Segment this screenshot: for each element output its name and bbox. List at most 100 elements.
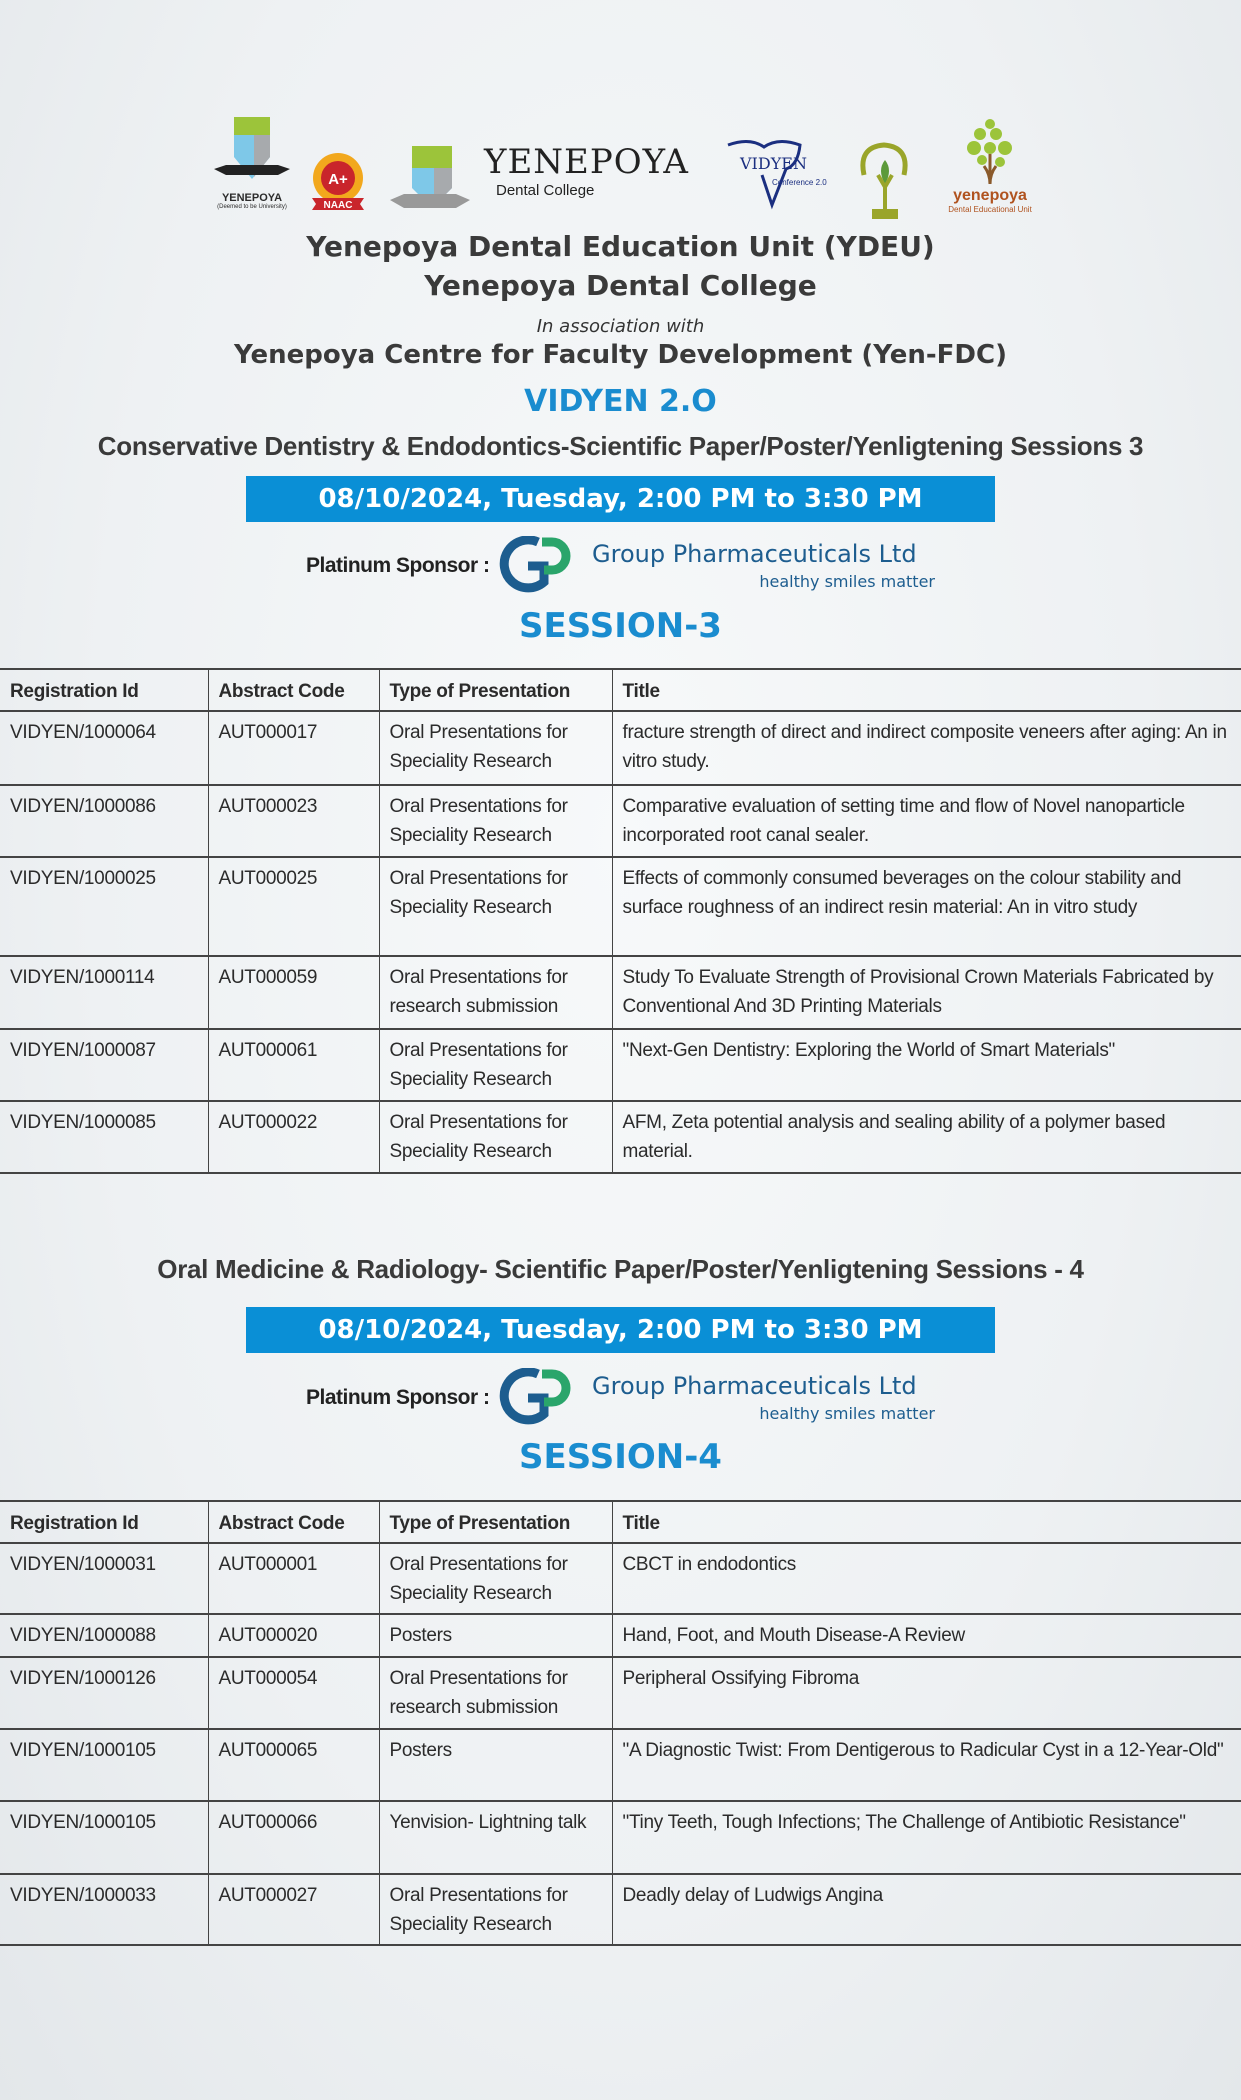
header-line-3: Yenepoya Centre for Faculty Development … bbox=[234, 340, 1007, 370]
registration-id-cell: VIDYEN/1000105 bbox=[0, 1800, 208, 1875]
table-row: VIDYEN/1000105 AUT000066 Yenvision- Lightn… bbox=[0, 1800, 1241, 1875]
title-cell: CBCT in endodontics bbox=[611, 1542, 1241, 1615]
title-cell: "A Diagnostic Twist: From Dentigerous to… bbox=[611, 1728, 1241, 1802]
abstract-code-cell: AUT000025 bbox=[207, 856, 379, 957]
sponsor-tagline: healthy smiles matter bbox=[759, 1404, 935, 1423]
abstract-code-cell: AUT000059 bbox=[207, 955, 379, 1030]
sponsor-label: Platinum Sponsor : bbox=[306, 1386, 490, 1409]
registration-id-cell: VIDYEN/1000088 bbox=[0, 1613, 208, 1658]
yenepoya-university-logo: YENEPOYA (Deemed to be University) bbox=[212, 117, 292, 210]
sponsor-row: Platinum Sponsor : Group Pharmaceuticals… bbox=[300, 1368, 960, 1428]
table-row: VIDYEN/1000114 AUT000059 Oral Presentation… bbox=[0, 955, 1241, 1030]
yenepoya-dental-college-wordmark: YENEPOYA Dental College bbox=[484, 142, 689, 199]
table-row: VIDYEN/1000064 AUT000017 Oral Presentation… bbox=[0, 710, 1241, 786]
abstract-code-cell: AUT000023 bbox=[207, 784, 379, 858]
abstract-code-cell: AUT000017 bbox=[207, 710, 379, 786]
event-title: VIDYEN 2.O bbox=[524, 384, 717, 419]
title-cell: Study To Evaluate Strength of Provisiona… bbox=[611, 955, 1241, 1030]
ydeu-logo: yenepoya Dental Educational Unit bbox=[940, 118, 1040, 214]
group-pharma-logo-icon bbox=[499, 536, 571, 593]
registration-id-cell: VIDYEN/1000085 bbox=[0, 1100, 208, 1174]
presentation-type-cell: Oral Presentations for Speciality Resear… bbox=[378, 1100, 612, 1174]
registration-id-cell: VIDYEN/1000033 bbox=[0, 1873, 208, 1946]
presentation-type-cell: Yenvision- Lightning talk bbox=[378, 1800, 612, 1875]
presentation-type-cell: Oral Presentations for Speciality Resear… bbox=[378, 1542, 612, 1615]
svg-text:A+: A+ bbox=[328, 171, 348, 188]
abstract-code-cell: AUT000001 bbox=[207, 1542, 379, 1615]
column-header: Abstract Code bbox=[207, 1500, 379, 1544]
sponsor-row: Platinum Sponsor : Group Pharmaceuticals… bbox=[300, 536, 960, 596]
date-bar: 08/10/2024, Tuesday, 2:00 PM to 3:30 PM bbox=[246, 1307, 995, 1353]
table-row: VIDYEN/1000126 AUT000054 Oral Presentation… bbox=[0, 1656, 1241, 1730]
association-text: In association with bbox=[536, 316, 705, 337]
title-cell: Deadly delay of Ludwigs Angina bbox=[611, 1873, 1241, 1946]
registration-id-cell: VIDYEN/1000031 bbox=[0, 1542, 208, 1615]
table-row: VIDYEN/1000105 AUT000065 Posters "A Diagnos… bbox=[0, 1728, 1241, 1802]
title-cell: AFM, Zeta potential analysis and sealing… bbox=[611, 1100, 1241, 1174]
title-cell: Effects of commonly consumed beverages o… bbox=[611, 856, 1241, 957]
presentation-type-cell: Oral Presentations for research submissi… bbox=[378, 1656, 612, 1730]
table-row: VIDYEN/1000088 AUT000020 Posters Hand, Foot… bbox=[0, 1613, 1241, 1658]
table-row: VIDYEN/1000031 AUT000001 Oral Presentation… bbox=[0, 1542, 1241, 1615]
presentation-type-cell: Oral Presentations for Speciality Resear… bbox=[378, 784, 612, 858]
column-header: Title bbox=[611, 1500, 1241, 1544]
vidyen-logo: VIDYEN Conference 2.0 bbox=[708, 137, 838, 222]
sponsor-name: Group Pharmaceuticals Ltd bbox=[592, 1372, 917, 1400]
table-row: VIDYEN/1000085 AUT000022 Oral Presentation… bbox=[0, 1100, 1241, 1174]
session-3-table: Registration Id Abstract Code Type of Pres… bbox=[0, 668, 1241, 1174]
presentation-type-cell: Posters bbox=[378, 1613, 612, 1658]
sponsor-label: Platinum Sponsor : bbox=[306, 554, 490, 577]
abstract-code-cell: AUT000027 bbox=[207, 1873, 379, 1946]
presentation-type-cell: Oral Presentations for Speciality Resear… bbox=[378, 856, 612, 957]
column-header: Abstract Code bbox=[207, 668, 379, 712]
abstract-code-cell: AUT000020 bbox=[207, 1613, 379, 1658]
table-row: VIDYEN/1000086 AUT000023 Oral Presentation… bbox=[0, 784, 1241, 858]
abstract-code-cell: AUT000065 bbox=[207, 1728, 379, 1802]
title-cell: fracture strength of direct and indirect… bbox=[611, 710, 1241, 786]
logo-strip: YENEPOYA (Deemed to be University) A+ NAA… bbox=[0, 112, 1241, 222]
yenepoya-dental-college-logo bbox=[388, 136, 472, 221]
table-header-row: Registration Id Abstract Code Type of Pres… bbox=[0, 1500, 1241, 1544]
section-heading: Conservative Dentistry & Endodontics-Sci… bbox=[97, 431, 1144, 461]
column-header: Type of Presentation bbox=[378, 668, 612, 712]
title-cell: Peripheral Ossifying Fibroma bbox=[611, 1656, 1241, 1730]
title-cell: "Next-Gen Dentistry: Exploring the World… bbox=[611, 1028, 1241, 1102]
presentation-type-cell: Oral Presentations for research submissi… bbox=[378, 955, 612, 1030]
registration-id-cell: VIDYEN/1000025 bbox=[0, 856, 208, 957]
registration-id-cell: VIDYEN/1000105 bbox=[0, 1728, 208, 1802]
column-header: Title bbox=[611, 668, 1241, 712]
table-row: VIDYEN/1000087 AUT000061 Oral Presentation… bbox=[0, 1028, 1241, 1102]
svg-text:NAAC: NAAC bbox=[324, 200, 353, 211]
registration-id-cell: VIDYEN/1000087 bbox=[0, 1028, 208, 1102]
yen-fdc-logo bbox=[850, 130, 920, 230]
title-cell: Comparative evaluation of setting time a… bbox=[611, 784, 1241, 858]
presentation-type-cell: Oral Presentations for Speciality Resear… bbox=[378, 1028, 612, 1102]
column-header: Registration Id bbox=[0, 668, 208, 712]
header-line-2: Yenepoya Dental College bbox=[424, 269, 817, 302]
sponsor-name: Group Pharmaceuticals Ltd bbox=[592, 540, 917, 568]
sponsor-tagline: healthy smiles matter bbox=[759, 572, 935, 591]
title-cell: "Tiny Teeth, Tough Infections; The Chall… bbox=[611, 1800, 1241, 1875]
session-4-table: Registration Id Abstract Code Type of Pres… bbox=[0, 1500, 1241, 1946]
section-heading: Oral Medicine & Radiology- Scientific Pa… bbox=[157, 1254, 1084, 1284]
header-line-1: Yenepoya Dental Education Unit (YDEU) bbox=[306, 230, 935, 263]
naac-logo: A+ NAAC bbox=[308, 152, 368, 216]
abstract-code-cell: AUT000061 bbox=[207, 1028, 379, 1102]
table-header-row: Registration Id Abstract Code Type of Pres… bbox=[0, 668, 1241, 712]
abstract-code-cell: AUT000066 bbox=[207, 1800, 379, 1875]
registration-id-cell: VIDYEN/1000064 bbox=[0, 710, 208, 786]
registration-id-cell: VIDYEN/1000126 bbox=[0, 1656, 208, 1730]
column-header: Type of Presentation bbox=[378, 1500, 612, 1544]
column-header: Registration Id bbox=[0, 1500, 208, 1544]
title-cell: Hand, Foot, and Mouth Disease-A Review bbox=[611, 1613, 1241, 1658]
registration-id-cell: VIDYEN/1000086 bbox=[0, 784, 208, 858]
presentation-type-cell: Oral Presentations for Speciality Resear… bbox=[378, 1873, 612, 1946]
date-bar: 08/10/2024, Tuesday, 2:00 PM to 3:30 PM bbox=[246, 476, 995, 522]
presentation-type-cell: Oral Presentations for Speciality Resear… bbox=[378, 710, 612, 786]
group-pharma-logo-icon bbox=[499, 1368, 571, 1425]
registration-id-cell: VIDYEN/1000114 bbox=[0, 955, 208, 1030]
table-row: VIDYEN/1000025 AUT000025 Oral Presentation… bbox=[0, 856, 1241, 957]
abstract-code-cell: AUT000022 bbox=[207, 1100, 379, 1174]
session-title: SESSION-4 bbox=[519, 1437, 722, 1477]
table-row: VIDYEN/1000033 AUT000027 Oral Presentation… bbox=[0, 1873, 1241, 1946]
